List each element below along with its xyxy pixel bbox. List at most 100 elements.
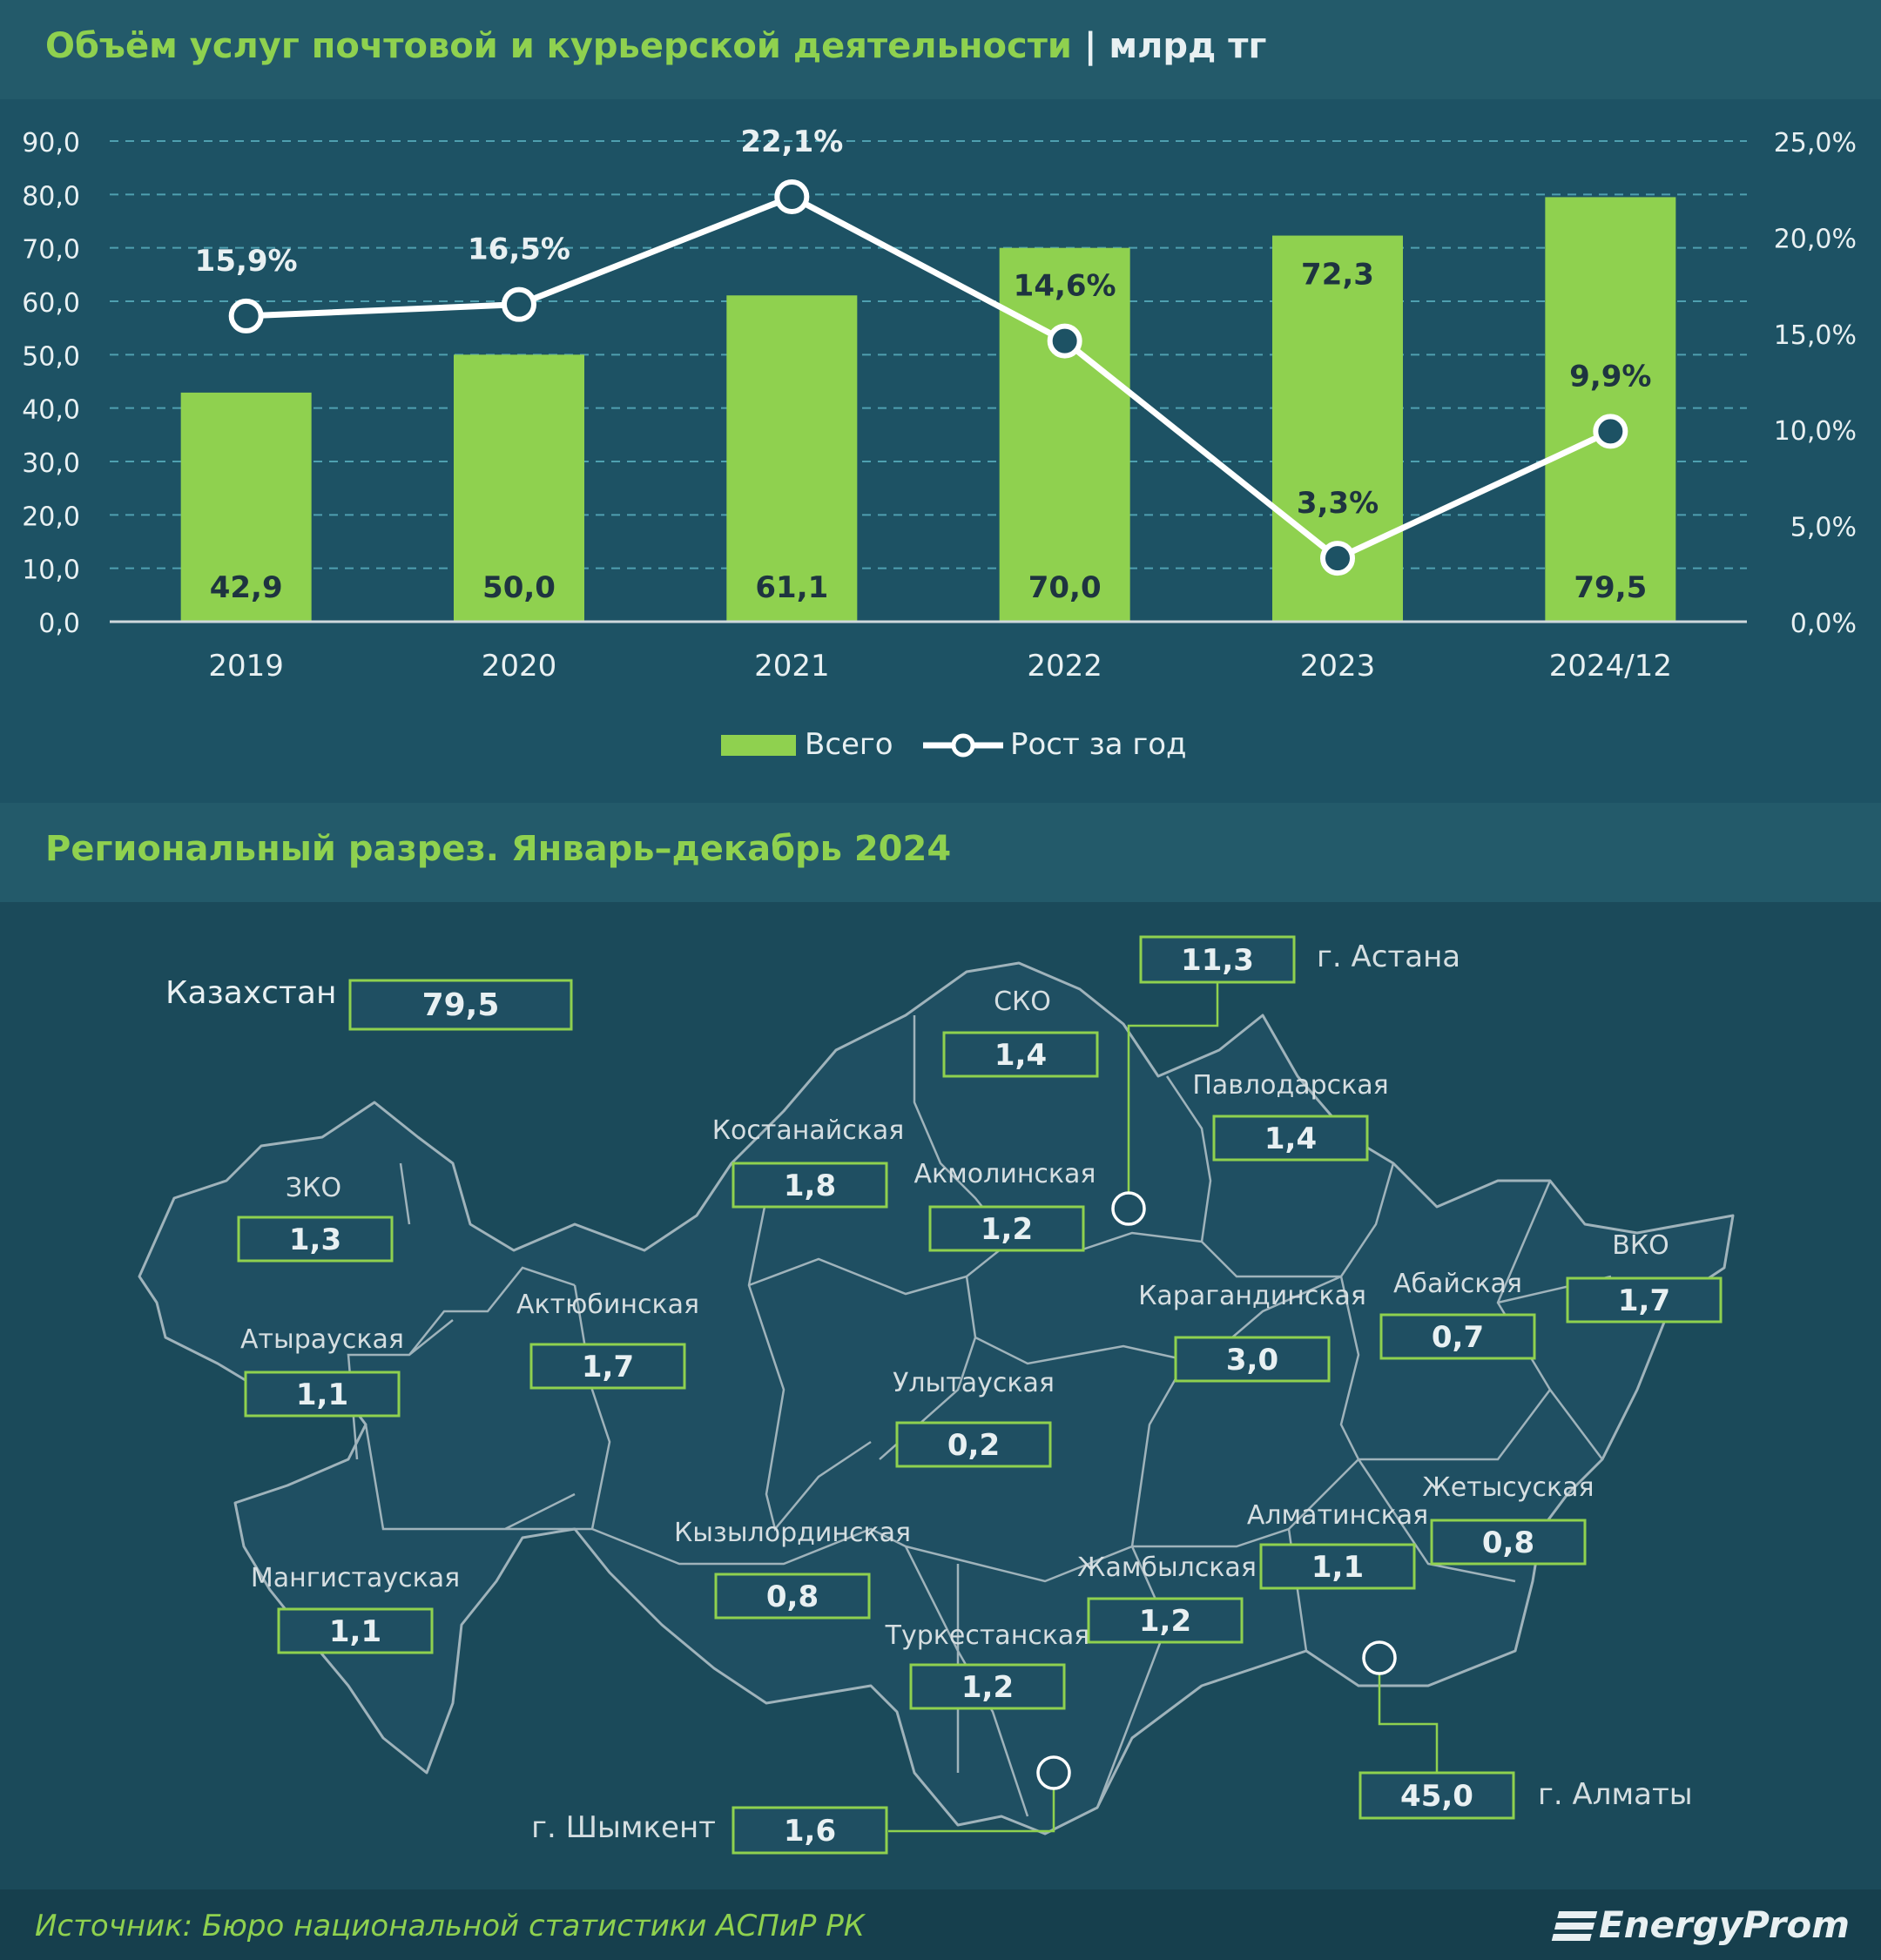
region-name: Мангистауская bbox=[251, 1563, 460, 1593]
x-tick-label: 2020 bbox=[482, 649, 557, 684]
legend-line-marker bbox=[951, 733, 975, 758]
city-name: г. Астана bbox=[1317, 940, 1460, 974]
bar-2020 bbox=[454, 354, 584, 622]
y-tick-label: 20,0 bbox=[22, 502, 80, 532]
region-value: 0,8 bbox=[766, 1579, 819, 1614]
region-value-box bbox=[942, 1031, 1099, 1078]
growth-value-label: 3,3% bbox=[1297, 486, 1379, 521]
x-tick-label: 2024/12 bbox=[1549, 649, 1672, 684]
region-value-box bbox=[1430, 1519, 1587, 1566]
bar-2024/12 bbox=[1545, 197, 1676, 622]
city-marker bbox=[1036, 1755, 1071, 1790]
growth-value-label: 14,6% bbox=[1014, 269, 1116, 304]
total-value-box bbox=[348, 979, 573, 1031]
map-title: Региональный разрез. Январь–декабрь 2024 bbox=[45, 829, 952, 869]
city-marker bbox=[1362, 1640, 1397, 1675]
city-name: г. Шымкент bbox=[531, 1810, 716, 1845]
region-value: 1,7 bbox=[582, 1350, 634, 1384]
bars-group: 42,9 50,0 61,1 70,0 72,3 79,5 bbox=[180, 197, 1676, 622]
growth-point bbox=[1047, 323, 1082, 359]
city-leader-line bbox=[1127, 980, 1219, 1193]
region-value-box bbox=[714, 1573, 871, 1620]
chart-title-bar: Объём услуг почтовой и курьерской деятел… bbox=[0, 0, 1881, 99]
y-tick-label: 30,0 bbox=[22, 448, 80, 479]
region-value-box bbox=[895, 1421, 1052, 1468]
region-value: 1,3 bbox=[289, 1222, 341, 1257]
y2-tick-label: 15,0% bbox=[1774, 320, 1857, 351]
axes-group: 0,0 10,0 20,0 30,0 40,0 50,0 60,0 70,0 80,0 90,0 0… bbox=[22, 128, 1857, 684]
region-value-box bbox=[732, 1162, 888, 1209]
bar-2021 bbox=[726, 295, 858, 622]
city-value: 11,3 bbox=[1181, 943, 1254, 978]
region-value-box bbox=[909, 1663, 1066, 1710]
chart-title: Объём услуг почтовой и курьерской деятел… bbox=[45, 26, 1266, 66]
region-name: Костанайская bbox=[712, 1115, 905, 1146]
region-value: 1,7 bbox=[1618, 1283, 1670, 1318]
city-value-box bbox=[1358, 1771, 1515, 1820]
region-name: Карагандинская bbox=[1138, 1281, 1366, 1311]
title-separator: | bbox=[1083, 26, 1097, 66]
y2-tick-label: 10,0% bbox=[1774, 416, 1857, 447]
region-name: Улытауская bbox=[893, 1368, 1055, 1398]
region-name: ВКО bbox=[1612, 1230, 1669, 1261]
kazakhstan-map: Казахстан 79,5 ЗКО 1,3 Атырауская 1,1 Мангис… bbox=[138, 935, 1735, 1855]
legend-bar-swatch bbox=[721, 735, 796, 756]
kazakhstan-outline bbox=[138, 961, 1735, 1835]
region-value: 1,1 bbox=[296, 1377, 348, 1412]
energyprom-logo: EnergyProm bbox=[1551, 1903, 1850, 1946]
y2-tick-label: 20,0% bbox=[1774, 224, 1857, 254]
region-name: СКО bbox=[994, 987, 1051, 1017]
region-value: 1,1 bbox=[329, 1614, 381, 1649]
y-tick-label: 0,0 bbox=[38, 609, 80, 639]
growth-value-label: 9,9% bbox=[1569, 359, 1651, 394]
map-title-bar: Региональный разрез. Январь–декабрь 2024 bbox=[0, 803, 1881, 902]
region-value-box bbox=[1212, 1115, 1369, 1162]
y-tick-label: 40,0 bbox=[22, 395, 80, 426]
total-label: Казахстан bbox=[165, 975, 337, 1011]
region-value: 0,2 bbox=[947, 1428, 1000, 1463]
region-name: Акмолинская bbox=[914, 1159, 1096, 1189]
y-tick-label: 60,0 bbox=[22, 288, 80, 319]
city-value-box bbox=[732, 1806, 888, 1855]
source-text: Источник: Бюро национальной статистики А… bbox=[35, 1909, 865, 1943]
city-value-box bbox=[1139, 935, 1296, 984]
x-tick-label: 2019 bbox=[208, 649, 284, 684]
region-name: Кызылординская bbox=[674, 1518, 911, 1548]
region-name: Жетысуская bbox=[1422, 1472, 1594, 1503]
region-name: Павлодарская bbox=[1192, 1070, 1388, 1101]
legend-label-growth: Рост за год bbox=[1010, 727, 1187, 762]
y-tick-label: 70,0 bbox=[22, 235, 80, 266]
legend-label-total: Всего bbox=[805, 727, 893, 762]
y-tick-label: 50,0 bbox=[22, 341, 80, 372]
x-tick-label: 2022 bbox=[1027, 649, 1102, 684]
growth-point bbox=[1593, 414, 1628, 449]
region-value: 1,2 bbox=[961, 1670, 1014, 1705]
bar-value-label: 50,0 bbox=[482, 570, 556, 605]
region-name: Жамбылская bbox=[1077, 1553, 1257, 1583]
x-tick-label: 2021 bbox=[754, 649, 830, 684]
energyprom-logo-icon bbox=[1551, 1911, 1598, 1941]
map-labels: Казахстан 79,5 ЗКО 1,3 Атырауская 1,1 Мангис… bbox=[165, 935, 1723, 1855]
growth-point bbox=[502, 286, 536, 322]
region-name: Атырауская bbox=[240, 1324, 404, 1355]
bar-2022 bbox=[999, 247, 1130, 622]
region-name: ЗКО bbox=[286, 1173, 341, 1203]
y-tick-label: 80,0 bbox=[22, 181, 80, 212]
bar-2019 bbox=[180, 392, 312, 622]
growth-value-label: 22,1% bbox=[740, 125, 843, 159]
y2-tick-label: 5,0% bbox=[1790, 513, 1857, 543]
bar-value-label: 61,1 bbox=[755, 570, 828, 605]
bar-value-label: 72,3 bbox=[1301, 258, 1374, 293]
city-value: 1,6 bbox=[784, 1814, 836, 1849]
logo-text: EnergyProm bbox=[1598, 1903, 1850, 1946]
region-name: Абайская bbox=[1393, 1269, 1522, 1299]
growth-point bbox=[1320, 541, 1355, 576]
region-value: 1,8 bbox=[784, 1169, 836, 1203]
bar-value-label: 79,5 bbox=[1574, 570, 1647, 605]
region-value-box bbox=[1379, 1313, 1536, 1360]
growth-value-label: 16,5% bbox=[468, 232, 570, 267]
city-leader-line bbox=[888, 1788, 1055, 1833]
region-value: 1,2 bbox=[1139, 1604, 1191, 1639]
total-value: 79,5 bbox=[422, 987, 500, 1023]
combo-chart: 42,9 50,0 61,1 70,0 72,3 79,5 15,9% 16,5% 22,1%… bbox=[22, 125, 1857, 762]
